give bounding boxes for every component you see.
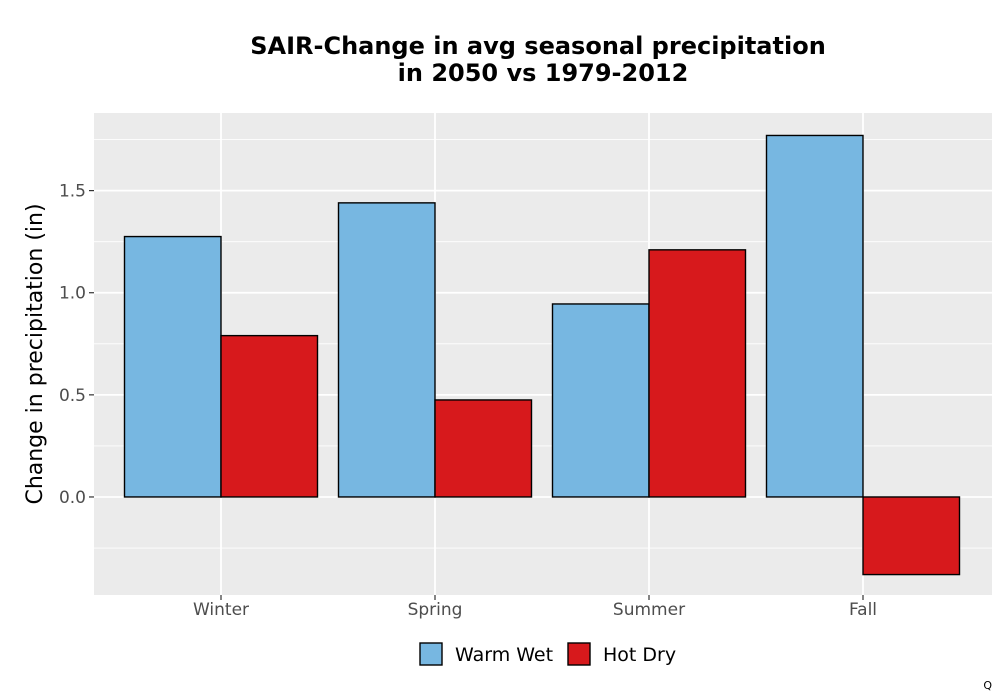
x-tick-label: Spring <box>408 600 463 620</box>
legend-label-hot-dry: Hot Dry <box>603 644 676 666</box>
bar-hot-dry-spring <box>434 399 533 498</box>
bar-hot-dry-fall <box>862 496 961 576</box>
legend-key-hot-dry <box>567 642 591 666</box>
bar-warm-wet-spring <box>337 202 436 498</box>
y-tick-label: 0.5 <box>59 386 86 406</box>
bar-warm-wet-winter <box>123 235 222 498</box>
bar-warm-wet-fall <box>765 134 864 498</box>
x-tick-label: Summer <box>613 600 685 620</box>
chart-title-line-1: SAIR-Change in avg seasonal precipitatio… <box>250 32 826 60</box>
y-tick-label: 1.0 <box>59 284 86 304</box>
bar-hot-dry-winter <box>220 334 319 498</box>
bars <box>123 134 961 576</box>
y-tick-label: 1.5 <box>59 182 86 202</box>
x-axis-ticks: Winter Spring Summer Fall <box>193 595 877 620</box>
legend-key-warm-wet <box>419 642 443 666</box>
bar-hot-dry-summer <box>648 249 747 498</box>
legend-label-warm-wet: Warm Wet <box>455 644 553 666</box>
chart-title-line-2: in 2050 vs 1979-2012 <box>398 59 689 87</box>
y-axis-ticks: 0.0 0.5 1.0 1.5 <box>59 182 94 508</box>
x-tick-label: Fall <box>849 600 877 620</box>
legend: Warm Wet Hot Dry <box>419 642 676 666</box>
y-axis-title: Change in precipitation (in) <box>23 203 48 504</box>
corner-mark: Q <box>983 679 992 692</box>
bar-warm-wet-summer <box>551 303 650 498</box>
x-tick-label: Winter <box>193 600 249 620</box>
y-tick-label: 0.0 <box>59 488 86 508</box>
